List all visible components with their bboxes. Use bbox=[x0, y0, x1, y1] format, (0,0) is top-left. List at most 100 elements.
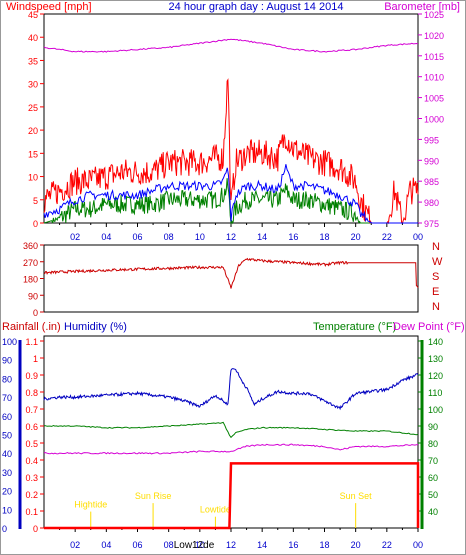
rain-tick-label: 0.3 bbox=[25, 473, 38, 483]
humidity-tick-label: 20 bbox=[2, 487, 12, 497]
x-tick-label: 00 bbox=[413, 232, 423, 242]
barometer-tick-label: 980 bbox=[424, 198, 439, 208]
rain-tick-label: 0.2 bbox=[25, 490, 38, 500]
humidity-tick-label: 50 bbox=[2, 431, 12, 441]
temperature-series bbox=[43, 421, 419, 439]
rain-tick-label: 1.1 bbox=[25, 337, 38, 347]
event-label: Lowtide bbox=[200, 505, 231, 515]
x-tick-label: 12 bbox=[226, 232, 236, 242]
windspeed-axis-title: Windspeed [mph] bbox=[6, 1, 92, 13]
bottom-event-label: Low12de bbox=[174, 540, 215, 551]
direction-series bbox=[43, 257, 419, 289]
wind-tick-label: 45 bbox=[28, 10, 38, 20]
temperature-tick-label: 40 bbox=[428, 507, 438, 517]
rain-tick-label: 0.8 bbox=[25, 388, 38, 398]
temperature-tick-label: 130 bbox=[428, 354, 443, 364]
wind-tick-label: 15 bbox=[28, 149, 38, 159]
x-tick-label: 08 bbox=[164, 232, 174, 242]
wind-tick-label: 25 bbox=[28, 103, 38, 113]
rain-tick-label: 0.6 bbox=[25, 422, 38, 432]
wind-barometer-panel: Windspeed [mph] 24 hour graph day : Augu… bbox=[6, 1, 460, 242]
humidity-tick-label: 80 bbox=[2, 374, 12, 384]
barometer-tick-label: 1000 bbox=[424, 115, 444, 125]
humidity-tick-label: 40 bbox=[2, 449, 12, 459]
temperature-tick-label: 100 bbox=[428, 405, 443, 415]
x-tick-label: 12 bbox=[226, 540, 236, 550]
x-tick-label: 18 bbox=[319, 232, 329, 242]
x-tick-label: 16 bbox=[288, 232, 298, 242]
humidity-tick-label: 30 bbox=[2, 468, 12, 478]
direction-tick-label: 270 bbox=[23, 258, 38, 268]
temperature-tick-label: 140 bbox=[428, 337, 443, 347]
direction-tick-label: 0 bbox=[33, 308, 38, 318]
wind-tick-label: 30 bbox=[28, 80, 38, 90]
temperature-axis-title: Temperature (°F) bbox=[313, 321, 396, 333]
humidity-tick-label: 0 bbox=[2, 524, 7, 534]
x-tick-label: 06 bbox=[132, 232, 142, 242]
wind-tick-label: 5 bbox=[33, 196, 38, 206]
compass-label: E bbox=[432, 286, 439, 298]
rainfall-axis-title: Rainfall (.in) bbox=[2, 321, 61, 333]
gust-series bbox=[43, 78, 419, 225]
wind-tick-label: 20 bbox=[28, 126, 38, 136]
event-label: Hightide bbox=[74, 500, 107, 510]
barometer-tick-label: 990 bbox=[424, 156, 439, 166]
wind-tick-label: 35 bbox=[28, 56, 38, 66]
barometer-tick-label: 1015 bbox=[424, 52, 444, 62]
x-tick-label: 08 bbox=[164, 540, 174, 550]
rain-tick-label: 0.9 bbox=[25, 371, 38, 381]
temperature-tick-label: 50 bbox=[428, 490, 438, 500]
rainfall-series bbox=[44, 462, 420, 530]
barometer-tick-label: 1010 bbox=[424, 73, 444, 83]
barometer-axis-title: Barometer [mb] bbox=[384, 1, 460, 13]
x-tick-label: 10 bbox=[195, 540, 205, 550]
x-tick-label: 14 bbox=[257, 232, 267, 242]
x-tick-label: 20 bbox=[351, 540, 361, 550]
direction-tick-label: 360 bbox=[23, 241, 38, 251]
humidity-tick-label: 100 bbox=[2, 337, 17, 347]
x-tick-label: 22 bbox=[382, 540, 392, 550]
barometer-tick-label: 1020 bbox=[424, 31, 444, 41]
humidity-series bbox=[43, 368, 419, 411]
humidity-tick-label: 90 bbox=[2, 356, 12, 366]
barometer-tick-label: 985 bbox=[424, 177, 439, 187]
compass-label: W bbox=[432, 256, 443, 268]
compass-label: N bbox=[432, 241, 440, 253]
humidity-tick-label: 70 bbox=[2, 393, 12, 403]
dewpoint-axis-title: Dew Point (°F) bbox=[393, 321, 465, 333]
rain-tick-label: 1 bbox=[33, 354, 38, 364]
temperature-humidity-panel: Rainfall (.in) Humidity (%) Temperature … bbox=[2, 321, 465, 551]
rain-tick-label: 0.4 bbox=[25, 456, 38, 466]
humidity-axis-title: Humidity (%) bbox=[64, 321, 127, 333]
x-tick-label: 18 bbox=[319, 540, 329, 550]
barometer-tick-label: 1005 bbox=[424, 94, 444, 104]
graph-title: 24 hour graph day : August 14 2014 bbox=[169, 1, 344, 13]
compass-label: N bbox=[432, 301, 440, 313]
dewpoint-series bbox=[43, 443, 419, 455]
rain-tick-label: 0.7 bbox=[25, 405, 38, 415]
barometer-tick-label: 1025 bbox=[424, 10, 444, 20]
wind-tick-label: 0 bbox=[33, 219, 38, 229]
barometer-tick-label: 995 bbox=[424, 135, 439, 145]
x-tick-label: 20 bbox=[351, 232, 361, 242]
barometer-tick-label: 975 bbox=[424, 219, 439, 229]
x-tick-label: 04 bbox=[101, 540, 111, 550]
temperature-tick-label: 120 bbox=[428, 371, 443, 381]
compass-label: S bbox=[432, 271, 439, 283]
temperature-tick-label: 60 bbox=[428, 473, 438, 483]
temperature-tick-label: 80 bbox=[428, 439, 438, 449]
direction-tick-label: 180 bbox=[23, 275, 38, 285]
x-tick-label: 16 bbox=[288, 540, 298, 550]
x-tick-label: 06 bbox=[132, 540, 142, 550]
event-label: Sun Rise bbox=[135, 491, 172, 501]
x-tick-label: 22 bbox=[382, 232, 392, 242]
x-tick-label: 10 bbox=[195, 232, 205, 242]
temperature-tick-label: 70 bbox=[428, 456, 438, 466]
wind-tick-label: 10 bbox=[28, 173, 38, 183]
x-tick-label: 04 bbox=[101, 232, 111, 242]
rain-tick-label: 0 bbox=[33, 524, 38, 534]
rain-tick-label: 0.5 bbox=[25, 439, 38, 449]
